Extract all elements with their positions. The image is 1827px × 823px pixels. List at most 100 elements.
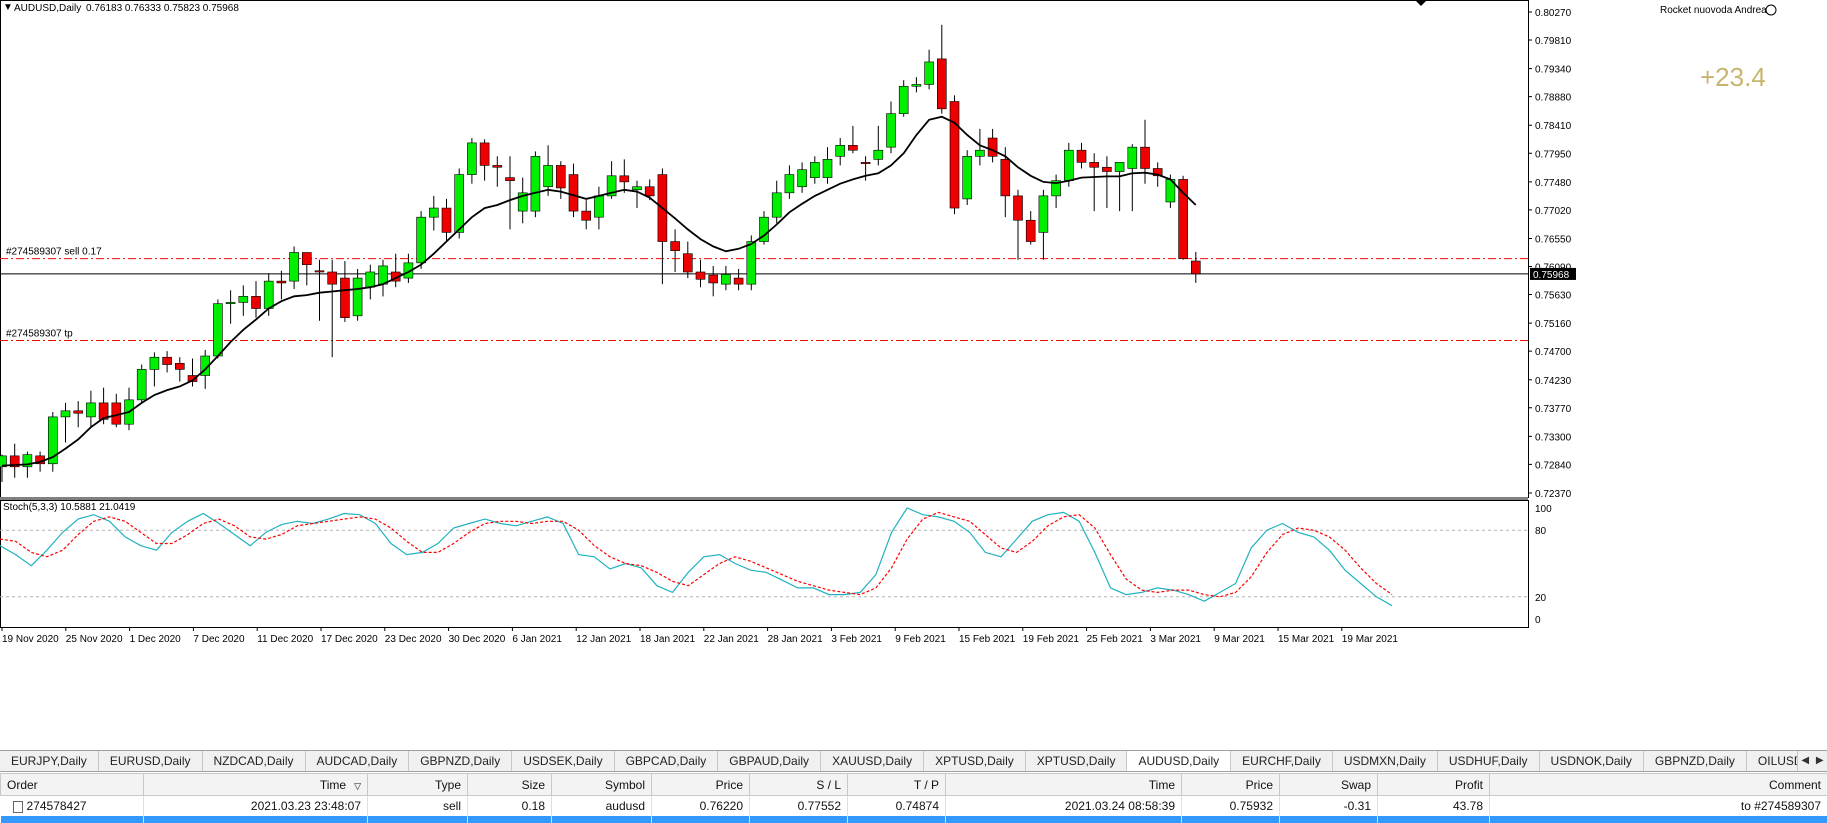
column-header[interactable]: Size: [467, 773, 552, 796]
chart-shift-marker-icon[interactable]: [1416, 1, 1426, 6]
chart-tab[interactable]: GBPNZD,Daily: [409, 751, 513, 771]
bearish-candle: [1102, 166, 1112, 172]
chart-tab[interactable]: USDMXN,Daily: [1333, 751, 1438, 771]
current-price-label: 0.75968: [1533, 270, 1570, 281]
bearish-candle: [492, 165, 503, 168]
tab-scroll-left-icon[interactable]: ◀: [1801, 755, 1810, 766]
chart-tab[interactable]: USDHUF,Daily: [1438, 751, 1540, 771]
bullish-candle: [352, 277, 363, 317]
bearish-candle: [251, 296, 261, 309]
date-axis-label: 3 Mar 2021: [1150, 634, 1201, 645]
chart-tab[interactable]: XAUUSD,Daily: [821, 751, 925, 771]
bearish-candle: [276, 280, 287, 284]
selected-row-cell: [0, 815, 144, 823]
column-header[interactable]: Comment: [1489, 773, 1827, 796]
selected-order-row[interactable]: [0, 815, 1827, 823]
chart-tab[interactable]: USDSEK,Daily: [512, 751, 615, 771]
bearish-candle: [73, 410, 83, 414]
chart-ohlc-label: 0.76183 0.76333 0.75823 0.75968: [86, 3, 239, 14]
chart-tab[interactable]: EURCHF,Daily: [1231, 751, 1333, 771]
bearish-candle: [670, 241, 680, 251]
bullish-candle: [60, 410, 71, 418]
chart-tab[interactable]: USDNOK,Daily: [1540, 751, 1644, 771]
chart-tab[interactable]: GBPCAD,Daily: [615, 751, 719, 771]
bullish-candle: [289, 252, 299, 282]
bearish-candle: [936, 58, 947, 110]
date-axis-label: 11 Dec 2020: [257, 634, 313, 645]
smiley-icon[interactable]: [1765, 4, 1777, 16]
bearish-candle: [1076, 149, 1087, 163]
chart-window[interactable]: 0.80270 0.79810 0.79340 0.78880 0.78410 0.779…: [0, 0, 1827, 750]
bullish-candle: [809, 162, 820, 178]
bullish-candle: [759, 216, 769, 242]
column-header[interactable]: Price: [651, 773, 750, 796]
order-cell: 43.78: [1377, 795, 1490, 816]
bullish-candle: [746, 241, 757, 285]
date-axis-label: 25 Nov 2020: [66, 634, 123, 645]
main-chart-frame: [0, 0, 1529, 498]
column-header[interactable]: Price: [1181, 773, 1280, 796]
bullish-candle: [543, 165, 553, 188]
chart-tab[interactable]: GBPNZD,Daily: [1644, 751, 1747, 771]
bearish-candle: [187, 375, 198, 382]
bullish-candle: [886, 113, 896, 148]
profit-overlay: +23.4: [1700, 62, 1766, 92]
order-row[interactable]: 274578427 2021.03.23 23:48:07 sell 0.18 audu…: [0, 795, 1827, 816]
price-axis-label: 0.73770: [1535, 404, 1572, 415]
bearish-candle: [441, 207, 452, 233]
bullish-candle: [365, 271, 376, 288]
chart-header-arrow: ▼: [3, 2, 13, 13]
expert-advisor-label: Rocket nuovoda Andrea: [1660, 5, 1767, 16]
bullish-candle: [784, 174, 795, 194]
column-header[interactable]: Type: [367, 773, 468, 796]
sort-indicator-icon: ▽: [354, 780, 361, 791]
indicator-label: Stoch(5,3,3) 10.5881 21.0419: [3, 502, 136, 513]
bullish-candle: [378, 265, 388, 285]
bearish-candle: [1025, 219, 1036, 242]
column-header[interactable]: Symbol: [551, 773, 652, 796]
chart-tab[interactable]: AUDCAD,Daily: [306, 751, 410, 771]
column-header[interactable]: Time ▽: [143, 773, 368, 796]
order-cell: 0.77552: [749, 795, 848, 816]
bullish-candle: [1114, 162, 1125, 172]
bullish-candle: [263, 280, 274, 309]
chart-tab[interactable]: NZDCAD,Daily: [203, 751, 306, 771]
indicator-axis-label: 20: [1535, 593, 1547, 604]
price-axis-label: 0.75160: [1535, 319, 1572, 330]
selected-row-cell: [749, 815, 848, 823]
price-axis-label: 0.72840: [1535, 460, 1572, 471]
column-header[interactable]: S / L: [749, 773, 848, 796]
bearish-candle: [568, 174, 579, 212]
bullish-candle: [428, 207, 439, 218]
price-axis-label: 0.75630: [1535, 291, 1572, 302]
bearish-candle: [340, 277, 350, 318]
bullish-candle: [822, 159, 833, 178]
bullish-candle: [911, 84, 922, 87]
bullish-candle: [1038, 195, 1049, 233]
bearish-candle: [695, 271, 706, 280]
moving-average-line: [1, 115, 1197, 467]
chart-tab[interactable]: AUDUSD,Daily: [1127, 751, 1232, 771]
chart-tab[interactable]: EURJPY,Daily: [0, 751, 99, 771]
column-header[interactable]: Time: [945, 773, 1182, 796]
bearish-candle: [619, 175, 630, 183]
current-price-box: [1530, 267, 1576, 280]
column-header[interactable]: Order: [0, 773, 144, 796]
chart-tab[interactable]: XPTUSD,Daily: [924, 751, 1026, 771]
price-axis-label: 0.74700: [1535, 347, 1572, 358]
chart-tab[interactable]: XPTUSD,Daily: [1026, 751, 1128, 771]
bearish-candle: [1000, 159, 1011, 197]
chart-tab[interactable]: EURUSD,Daily: [99, 751, 203, 771]
column-header[interactable]: T / P: [847, 773, 946, 796]
chart-tab[interactable]: GBPAUD,Daily: [718, 751, 822, 771]
bullish-candle: [136, 369, 147, 401]
bullish-candle: [632, 186, 642, 191]
tab-scroll-right-icon[interactable]: ▶: [1815, 755, 1824, 766]
column-header[interactable]: Profit: [1377, 773, 1490, 796]
column-header[interactable]: Swap: [1279, 773, 1378, 796]
bearish-candle: [987, 137, 998, 157]
price-axis-label: 0.79340: [1535, 65, 1572, 76]
indicator-splitter[interactable]: [0, 497, 1528, 500]
